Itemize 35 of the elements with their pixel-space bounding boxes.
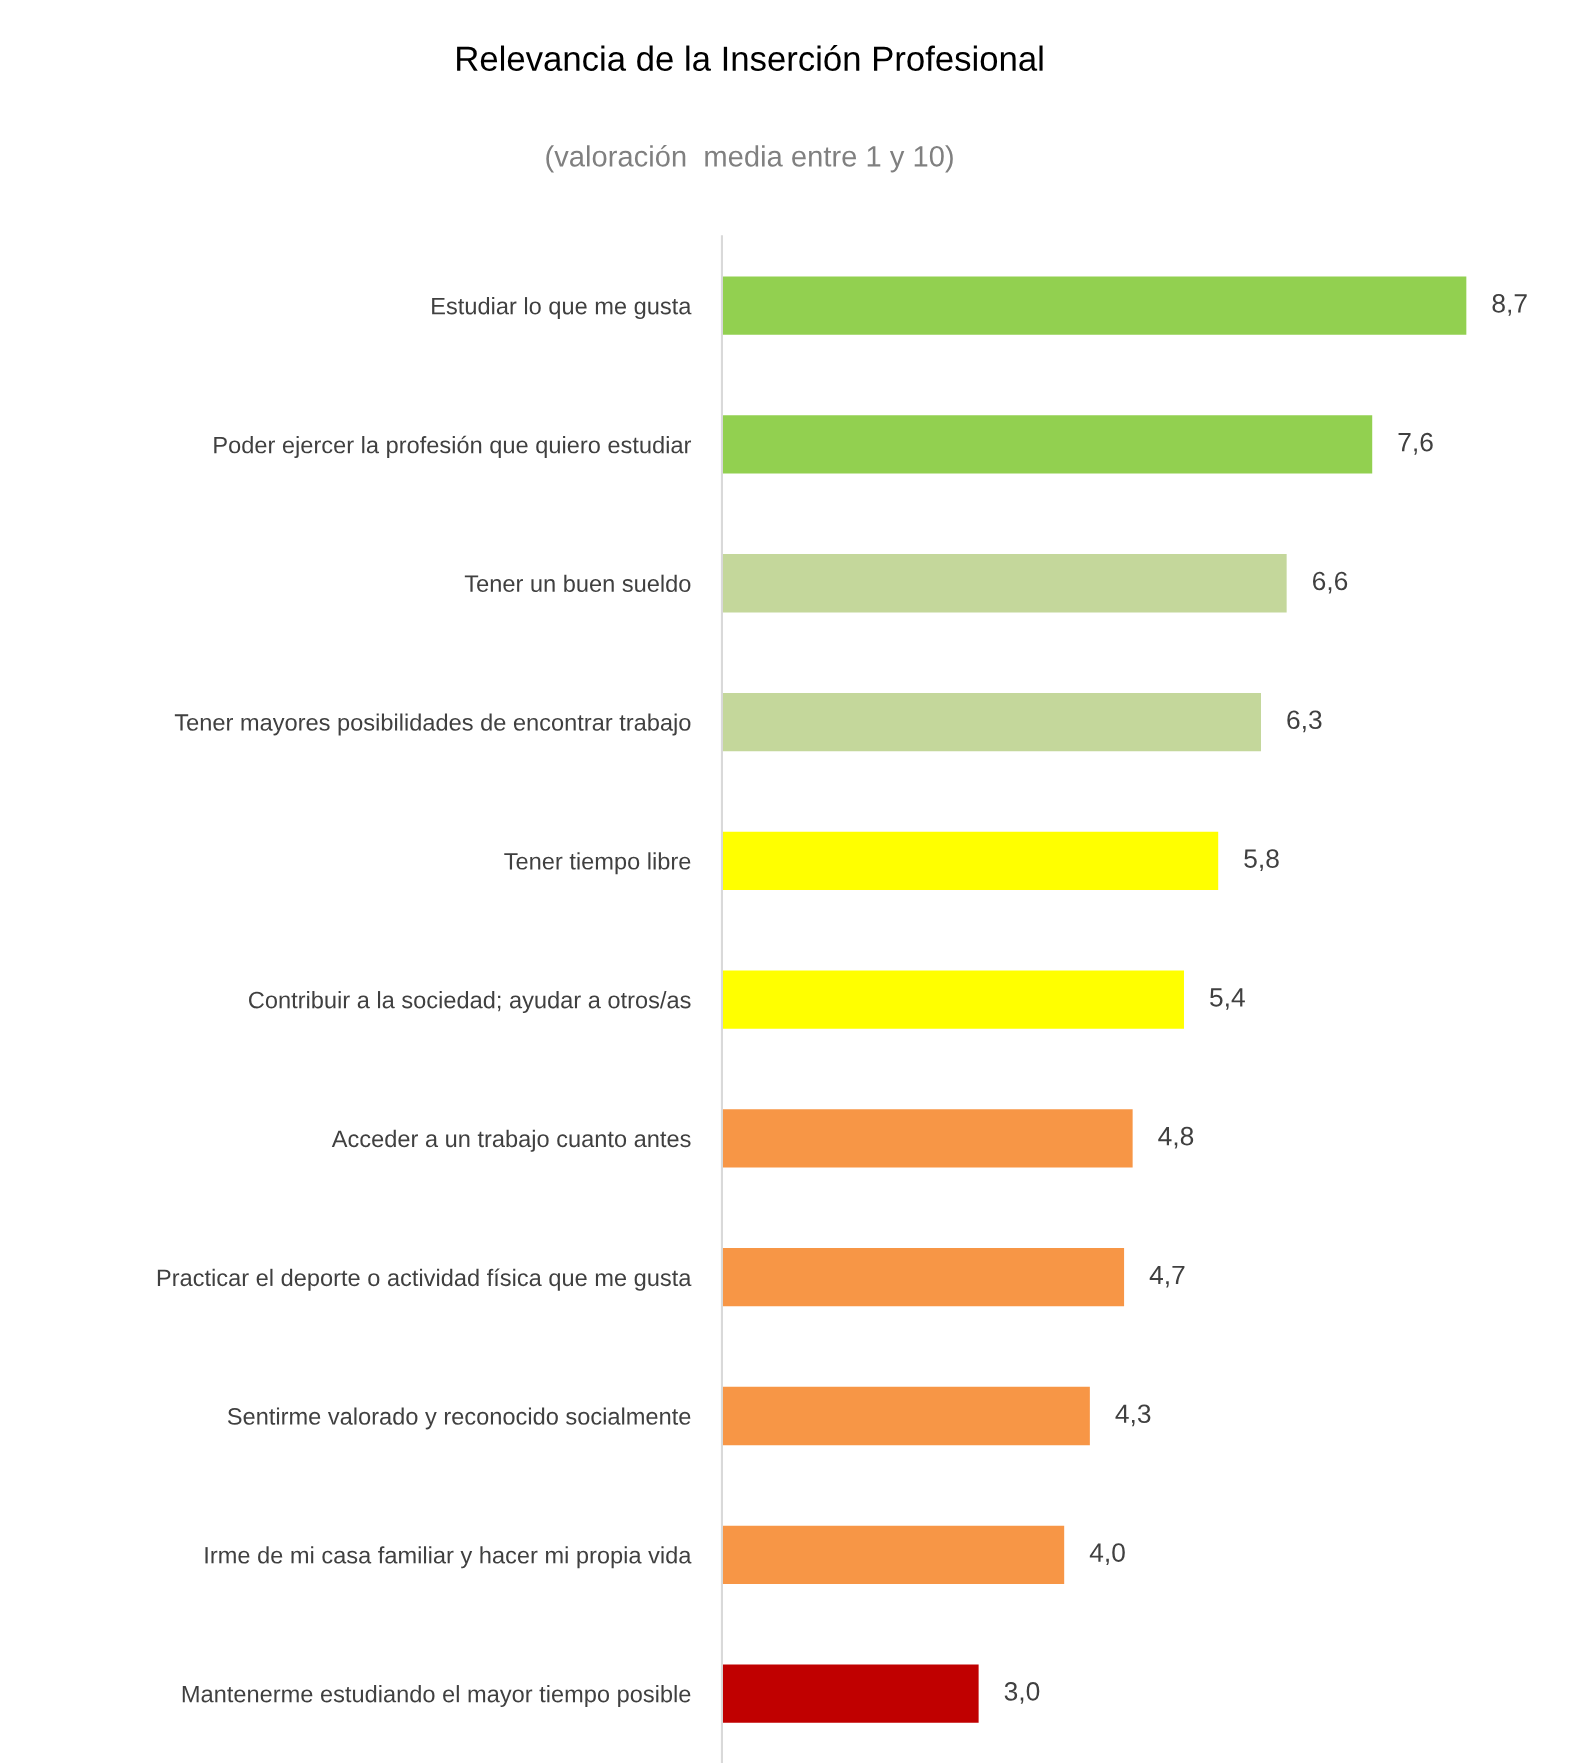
bar [721, 1664, 979, 1723]
bar [721, 276, 1467, 335]
data-label: 6,3 [1287, 710, 1322, 733]
y-tick-label: Tener tiempo libre [504, 852, 691, 875]
y-tick-label: Poder ejercer la profesión que quiero estudiar [214, 435, 692, 459]
bar [721, 1525, 1065, 1584]
bar [721, 1248, 1125, 1307]
y-tick-label: Tener un buen sueldo [464, 574, 691, 593]
data-label: 7,6 [1398, 432, 1433, 455]
data-label: 4,8 [1158, 1126, 1194, 1149]
data-label: 5,8 [1244, 849, 1279, 872]
data-label: 4,3 [1115, 1404, 1151, 1427]
y-tick-label: Mantenerme estudiando el mayor tiempo posible [182, 1685, 691, 1708]
data-label: 4,7 [1149, 1265, 1185, 1288]
y-tick-label: Irme de mi casa familiar y hacer mi propia vida [205, 1546, 692, 1569]
bar [721, 970, 1184, 1029]
bar [721, 1109, 1133, 1168]
chart-title: Relevancia de la Inserción Profesional [457, 45, 1043, 72]
y-tick-label: Practicar el deporte o actividad física que me gusta [157, 1268, 692, 1291]
y-tick-label: Estudiar lo que me gusta [432, 297, 692, 320]
y-tick-label: Acceder a un trabajo cuanto antes [331, 1129, 691, 1152]
bar [721, 1386, 1090, 1446]
data-label: 3,0 [1004, 1682, 1040, 1704]
y-tick-label: Tener mayores posibilidades de encontrar trabajo [174, 713, 691, 736]
chart-subtitle: (valoración media entre 1 y 10) [546, 144, 953, 173]
y-tick-label: Sentirme valorado y reconocido socialmente [227, 1407, 691, 1430]
bar [721, 831, 1219, 890]
data-label: 5,4 [1210, 988, 1245, 1010]
y-tick-label: Contribuir a la sociedad; ayudar a otros/as [249, 991, 691, 1014]
data-label: 8,7 [1492, 294, 1527, 316]
data-label: 4,0 [1089, 1543, 1125, 1566]
bar [721, 415, 1373, 474]
bar [721, 554, 1287, 613]
data-label: 6,6 [1313, 571, 1348, 594]
bar [721, 692, 1261, 752]
